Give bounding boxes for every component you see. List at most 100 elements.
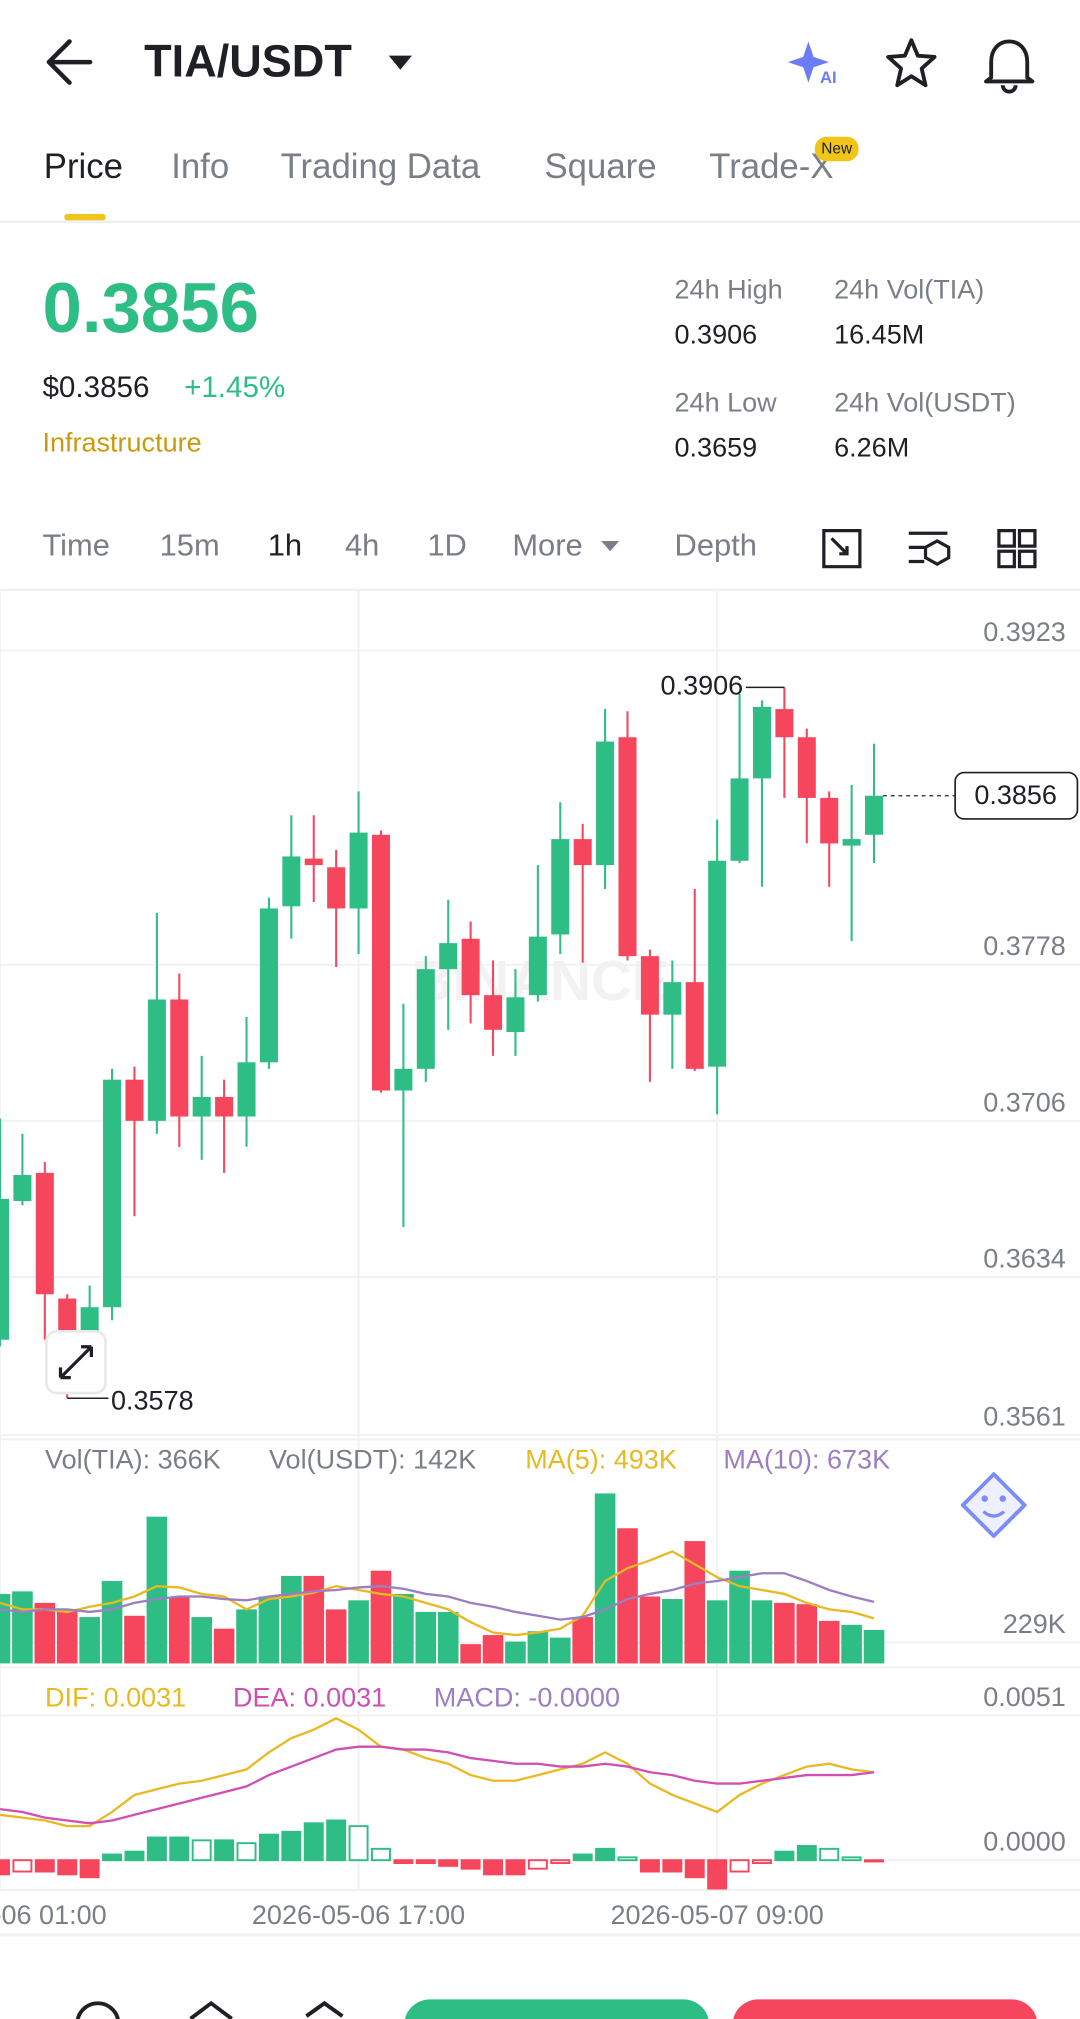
sell-button[interactable] [732,1999,1037,2019]
macd-bar [214,1839,235,1862]
volume-bar [146,1516,168,1664]
volume-bar [191,1617,212,1664]
tab[interactable]: Square [545,148,657,186]
ma5-line [0,1550,875,1637]
volume-bar [527,1631,549,1664]
candle-body [80,1307,99,1332]
macd-legend: DEA: 0.0031 [233,1683,386,1713]
macd-bar [527,1859,548,1870]
candle-body [573,839,592,866]
ai-button[interactable]: AI [787,41,837,87]
macd-legend: DIF: 0.0031 [45,1683,186,1713]
macd-bar [236,1842,257,1862]
y-tick-label: 0.3923 [983,617,1066,647]
volume-bar [796,1604,818,1664]
candle-body [327,867,346,909]
interval[interactable]: 1D [427,528,466,563]
low-marker-label: 0.3578 [111,1385,194,1415]
volume-bar [34,1602,56,1664]
volume-bar [325,1609,347,1664]
volume-bar [482,1635,504,1664]
nav-icon[interactable] [75,2001,120,2019]
volume-bar [258,1596,280,1664]
settings-button[interactable] [908,531,951,566]
candle-body [820,797,839,844]
macd-bar [550,1859,571,1864]
x-tick-label: 2026-05-06 01:00 [0,1900,107,1930]
volume-bar [706,1600,728,1664]
macd-bar [191,1839,212,1862]
favorite-button[interactable] [886,38,937,88]
candle-body [349,832,368,909]
volume-bar [841,1624,862,1664]
volume-bar [101,1581,123,1664]
macd-bar [169,1836,190,1862]
fullscreen-button[interactable] [822,529,862,569]
assistant-button[interactable] [960,1472,1027,1538]
nav-icon[interactable] [305,2000,344,2018]
last-price: 0.3856 [42,269,258,348]
candle-body [752,706,771,779]
volume-bar [505,1641,526,1664]
macd-bar [617,1856,638,1862]
volume-bar [303,1575,325,1664]
price-change: +1.45% [184,371,285,404]
macd-bar [348,1825,369,1862]
volume-bar [460,1644,481,1664]
expand-button[interactable] [45,1330,107,1395]
interval[interactable]: 4h [345,528,379,563]
y-tick-label: 229K [1003,1609,1066,1639]
volume-bar [594,1493,616,1664]
usd-price: $0.3856 [42,371,149,404]
stat-value: 0.3659 [675,433,758,463]
volume-legend: Vol(USDT): 142K [269,1444,476,1474]
interval[interactable]: More [512,528,582,563]
macd-bar [572,1853,593,1862]
pair-dropdown[interactable] [388,55,412,70]
layout-button[interactable] [997,529,1037,569]
interval[interactable]: 1h [268,528,302,563]
macd-bar [662,1859,683,1873]
volume-bar [415,1611,437,1664]
macd-bar [751,1859,772,1864]
tab[interactable]: Trade-X [709,148,833,186]
pair-title[interactable]: TIA/USDT [144,36,352,87]
stat-label: 24h Vol(TIA) [834,274,984,304]
macd-bar [438,1859,459,1867]
candle-body [103,1079,122,1308]
nav-icon[interactable] [189,2000,233,2019]
volume-bar [729,1570,750,1664]
stat-label: 24h Vol(USDT) [834,388,1016,418]
y-tick-label: 0.0051 [983,1682,1066,1712]
more-caret [601,540,620,552]
macd-bar [729,1859,750,1873]
volume-legend: MA(5): 493K [525,1444,677,1474]
tab[interactable]: Price [44,148,123,186]
volume-bar [56,1609,78,1664]
sector-tag[interactable]: Infrastructure [42,428,201,458]
candle-body [640,956,659,1015]
candle-body [797,737,816,798]
buy-button[interactable] [404,1999,709,2019]
volume-bar [213,1628,235,1664]
tab[interactable]: Trading Data [281,148,481,186]
stat-value: 16.45M [834,319,924,349]
alert-button[interactable] [984,39,1035,94]
candle-body [259,908,278,1063]
new-badge [814,136,859,162]
macd-bar [281,1830,302,1862]
candle-body [0,1198,10,1340]
interval[interactable]: Depth [675,528,757,563]
candle-body [618,737,637,957]
volume-bar [639,1596,661,1664]
tab[interactable]: Info [171,148,229,186]
candle-body [35,1172,54,1295]
back-button[interactable] [46,39,93,85]
interval[interactable]: Time [42,528,109,563]
interval[interactable]: 15m [160,528,220,563]
candle-body [461,938,480,996]
candle-body [596,741,615,866]
volume-bar [662,1599,683,1664]
macd-bar [0,1859,10,1876]
